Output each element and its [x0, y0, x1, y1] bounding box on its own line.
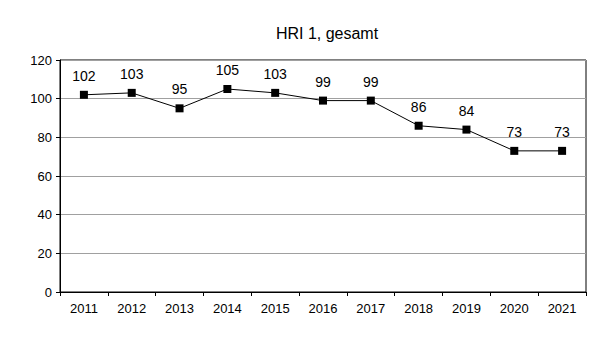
svg-text:2012: 2012 [117, 301, 146, 316]
svg-text:95: 95 [172, 81, 188, 97]
svg-text:105: 105 [216, 62, 240, 78]
svg-text:2018: 2018 [404, 301, 433, 316]
svg-text:73: 73 [554, 124, 570, 140]
svg-text:HRI 1, gesamt: HRI 1, gesamt [276, 25, 379, 42]
svg-text:2016: 2016 [309, 301, 338, 316]
svg-text:2013: 2013 [165, 301, 194, 316]
svg-text:99: 99 [315, 74, 331, 90]
svg-text:99: 99 [363, 74, 379, 90]
svg-text:2020: 2020 [500, 301, 529, 316]
svg-text:103: 103 [120, 66, 144, 82]
svg-text:86: 86 [411, 99, 427, 115]
svg-text:2011: 2011 [70, 301, 98, 316]
svg-text:103: 103 [264, 66, 288, 82]
svg-text:84: 84 [459, 103, 475, 119]
svg-text:0: 0 [45, 285, 52, 300]
svg-text:20: 20 [38, 246, 52, 261]
svg-text:120: 120 [30, 53, 52, 68]
svg-text:60: 60 [38, 169, 52, 184]
svg-text:2015: 2015 [261, 301, 290, 316]
svg-text:80: 80 [38, 130, 52, 145]
svg-text:2019: 2019 [452, 301, 481, 316]
svg-text:2017: 2017 [356, 301, 385, 316]
svg-text:2014: 2014 [213, 301, 242, 316]
svg-text:2021: 2021 [548, 301, 577, 316]
svg-text:102: 102 [72, 68, 96, 84]
svg-text:40: 40 [38, 207, 52, 222]
svg-text:73: 73 [506, 124, 522, 140]
svg-text:100: 100 [30, 91, 52, 106]
